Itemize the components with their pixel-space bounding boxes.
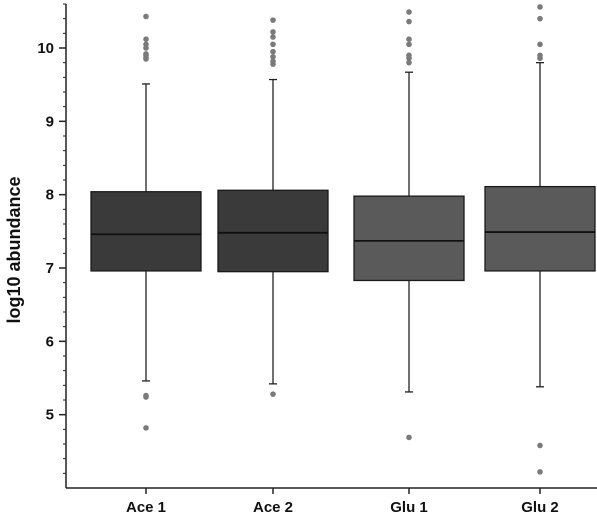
box-group xyxy=(353,9,465,441)
y-tick-label: 5 xyxy=(46,407,54,424)
x-tick-label: Glu 2 xyxy=(521,499,559,516)
y-tick-label: 6 xyxy=(46,333,54,350)
x-tick-label: Ace 2 xyxy=(253,499,293,516)
outlier-point xyxy=(270,48,276,55)
box-group xyxy=(484,4,596,475)
outlier-point xyxy=(406,18,412,25)
y-tick-label: 7 xyxy=(46,260,54,277)
x-tick-label: Ace 1 xyxy=(126,499,166,516)
y-tick-label: 8 xyxy=(46,187,54,204)
outlier-point xyxy=(270,41,276,48)
iqr-box xyxy=(484,185,596,272)
iqr-box xyxy=(217,189,329,273)
outlier-point xyxy=(406,36,412,42)
outlier-point xyxy=(143,51,149,57)
outlier-point xyxy=(143,36,149,42)
outlier-point xyxy=(143,13,149,20)
outlier-point xyxy=(270,391,276,397)
outlier-point xyxy=(270,29,276,35)
outlier-point xyxy=(537,4,543,10)
outlier-point xyxy=(537,41,543,48)
y-tick-label: 10 xyxy=(37,40,54,57)
outlier-point xyxy=(537,442,543,449)
outlier-point xyxy=(537,52,543,59)
outlier-point xyxy=(406,52,412,59)
outlier-point xyxy=(270,58,276,64)
outlier-point xyxy=(270,34,276,40)
outlier-point xyxy=(537,469,543,475)
outlier-point xyxy=(406,434,412,441)
outlier-point xyxy=(406,9,412,15)
outlier-point xyxy=(406,59,412,66)
outlier-point xyxy=(143,41,149,48)
y-tick-label: 9 xyxy=(46,113,54,130)
y-axis-label: log10 abundance xyxy=(4,176,24,323)
outlier-point xyxy=(270,54,276,60)
outlier-point xyxy=(537,15,543,22)
box-group xyxy=(217,17,329,397)
outlier-point xyxy=(143,392,149,399)
axis-labels: log10 abundance xyxy=(4,176,24,323)
iqr-box xyxy=(353,195,465,282)
outlier-point xyxy=(143,425,149,431)
box-plot-series xyxy=(90,4,596,475)
x-tick-label: Glu 1 xyxy=(390,499,428,516)
iqr-box xyxy=(90,191,202,272)
outlier-point xyxy=(406,41,412,48)
outlier-point xyxy=(270,17,276,23)
box-group xyxy=(90,13,202,431)
axes: 5 6 7 8 9 10 Ace 1 Ace 2 Glu 1 Glu 2 xyxy=(37,3,597,516)
